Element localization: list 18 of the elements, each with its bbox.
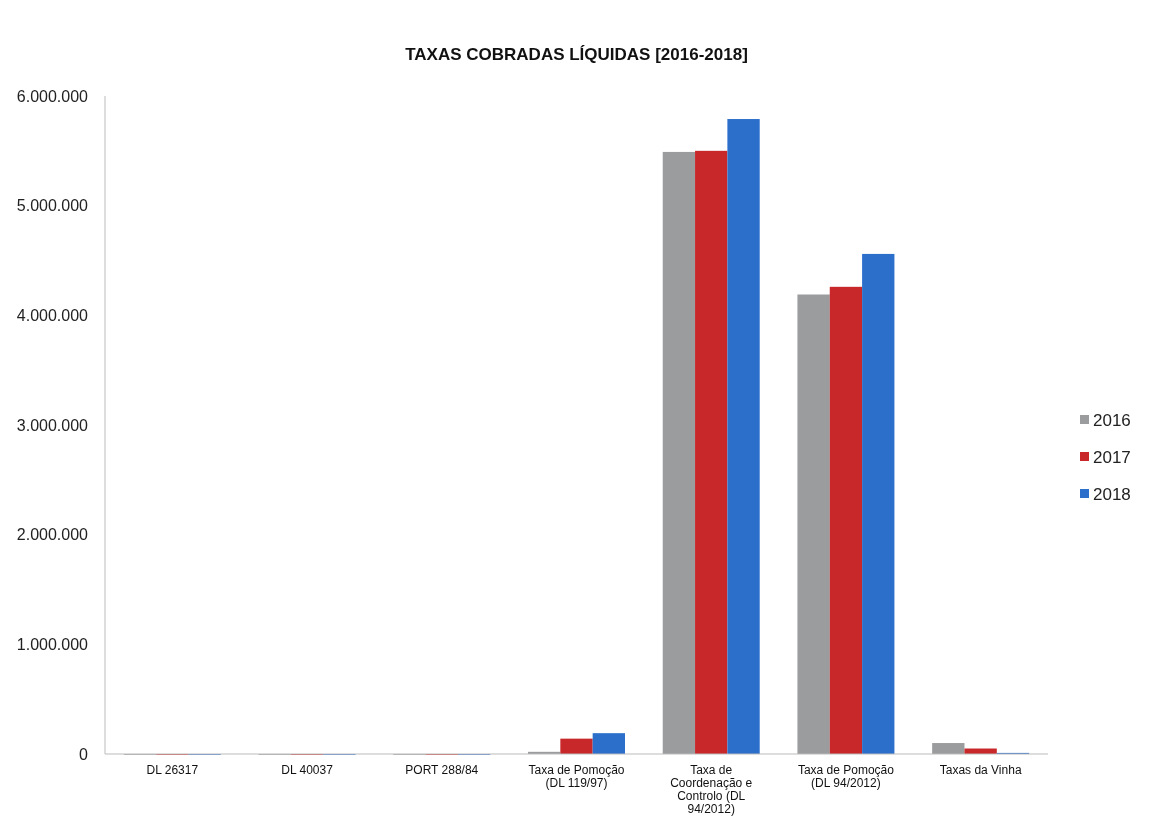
y-tick-label: 4.000.000 bbox=[16, 306, 89, 324]
y-tick-label: 3.000.000 bbox=[16, 416, 89, 434]
legend-label: 2018 bbox=[1093, 484, 1131, 504]
x-tick-label: Taxa de Pomoção (DL 94/2012) bbox=[797, 763, 895, 790]
y-tick-label: 1.000.000 bbox=[16, 635, 89, 653]
y-tick-label: 5.000.000 bbox=[16, 197, 89, 215]
x-tick-label: DL 40037 bbox=[281, 763, 334, 777]
chart-title: TAXAS COBRADAS LÍQUIDAS [2016-2018] bbox=[405, 45, 748, 64]
y-tick-label: 2.000.000 bbox=[16, 526, 89, 544]
x-tick-label: Taxas da Vinha bbox=[939, 763, 1022, 777]
legend-label: 2016 bbox=[1093, 410, 1131, 430]
y-tick-label: 0 bbox=[79, 745, 89, 763]
x-tick-label: DL 26317 bbox=[146, 763, 199, 777]
legend-label: 2017 bbox=[1093, 447, 1131, 467]
x-tick-label: Taxa de Coordenação e Controlo (DL 94/2012) bbox=[670, 763, 753, 816]
x-tick-label: PORT 288/84 bbox=[405, 763, 479, 777]
x-tick-label: Taxa de Pomoção (DL 119/97) bbox=[528, 763, 625, 790]
y-tick-label: 6.000.000 bbox=[16, 87, 89, 105]
